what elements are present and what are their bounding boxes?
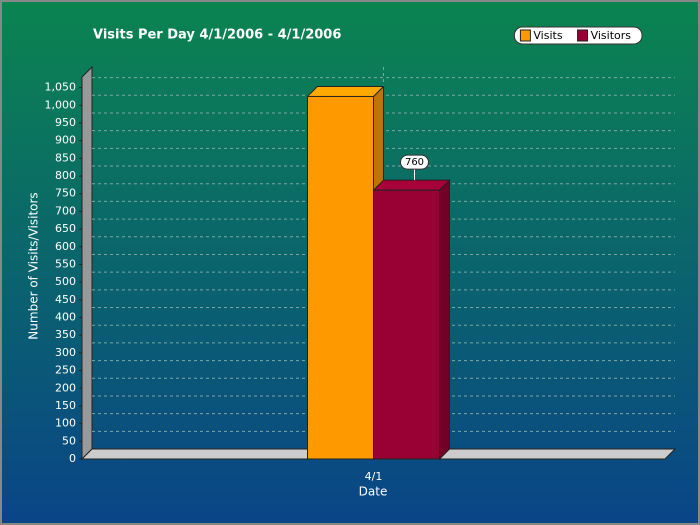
y-tick-label: 600 [55,240,76,253]
bar [373,189,440,460]
y-tick-label: 150 [55,399,76,412]
y-tick-label: 100 [55,417,76,430]
x-tick-label: 4/1 [365,470,383,483]
legend: Visits Visitors [513,26,643,45]
y-tick-label: 300 [55,346,76,359]
y-tick-label: 450 [55,293,76,306]
legend-label: Visits [533,29,562,42]
y-tick-label: 500 [55,275,76,288]
y-tick-label: 900 [55,134,76,147]
y-tick-label: 350 [55,328,76,341]
x-axis-title: Date [359,485,388,499]
value-label-box [400,154,429,170]
y-tick-label: 0 [69,452,76,465]
legend-label: Visitors [591,29,632,42]
bar-side [439,178,450,461]
y-tick-label: 800 [55,169,76,182]
left-wall [81,65,93,461]
y-tick-label: 50 [62,434,76,447]
bar-top [372,179,451,191]
y-tick-label: 250 [55,364,76,377]
legend-swatch [577,29,589,42]
y-tick-label: 700 [55,204,76,217]
y-axis-title: Number of Visits/Visitors [27,192,41,339]
y-tick-label: 850 [55,151,76,164]
value-label: 760 [405,157,424,168]
y-tick-label: 950 [55,116,76,129]
y-tick-label: 200 [55,381,76,394]
bar-top [306,85,385,97]
y-tick-label: 750 [55,187,76,200]
chart-title: Visits Per Day 4/1/2006 - 4/1/2006 [93,28,341,43]
bar [307,95,374,460]
y-tick-label: 400 [55,311,76,324]
y-tick-label: 550 [55,257,76,270]
y-tick-label: 1,050 [45,81,77,94]
y-tick-label: 1,000 [45,98,77,111]
y-tick-label: 650 [55,222,76,235]
legend-swatch [519,29,531,42]
